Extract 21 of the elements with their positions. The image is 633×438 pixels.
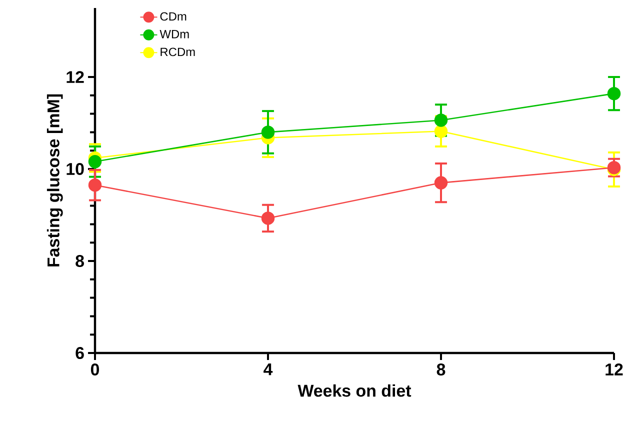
- point: [434, 176, 448, 190]
- y-tick-label: 12: [66, 71, 84, 83]
- y-axis-title: Fasting glucose [mM]: [46, 94, 63, 266]
- x-tick-label: 12: [606, 363, 623, 376]
- legend-label: CDm: [160, 12, 186, 21]
- point: [88, 155, 102, 168]
- y-tick-label: 10: [66, 163, 84, 176]
- legend-label: RCDm: [160, 48, 195, 56]
- x-tick-label: 4: [264, 363, 273, 376]
- point: [434, 124, 448, 138]
- point: [261, 126, 275, 139]
- y-tick-label: 6: [76, 347, 84, 359]
- point: [434, 114, 448, 127]
- x-tick-label: 0: [90, 363, 100, 376]
- x-axis-title: Weeks on diet: [298, 384, 412, 397]
- point: [88, 178, 102, 192]
- x-tick-label: 8: [436, 363, 446, 376]
- point: [261, 212, 275, 225]
- y-tick-label: 8: [76, 255, 84, 268]
- legend-label: WDm: [160, 30, 189, 38]
- point: [607, 86, 621, 100]
